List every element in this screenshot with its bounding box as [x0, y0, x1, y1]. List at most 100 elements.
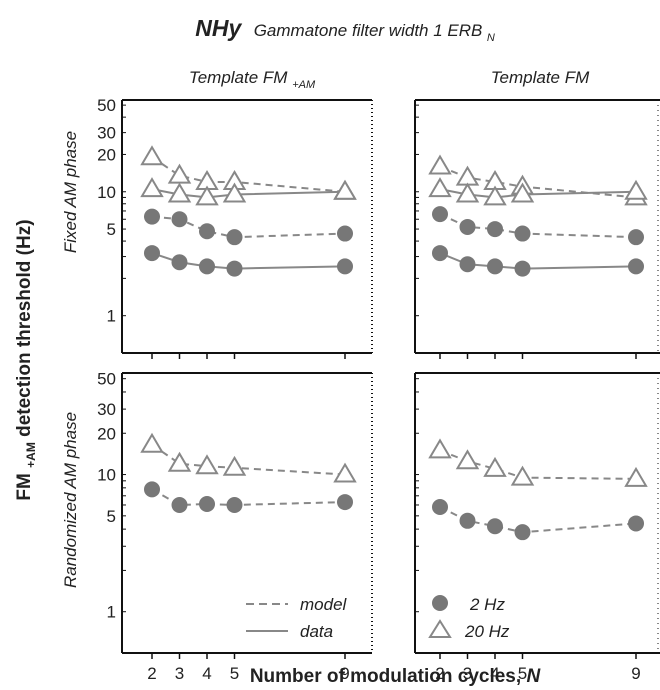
data-point-triangle	[140, 177, 164, 198]
col-title-left-sub: +AM	[292, 79, 316, 91]
data-point-circle	[514, 225, 531, 242]
data-point-circle	[144, 245, 160, 262]
data-point-triangle	[167, 451, 192, 472]
data-point-circle	[144, 481, 160, 498]
legend-20hz-label: 20 Hz	[464, 622, 510, 641]
series-line	[439, 506, 637, 534]
col-title-left: Template FM +AM	[189, 68, 316, 91]
data-point-triangle	[510, 182, 535, 203]
data-point-triangle	[624, 179, 648, 200]
data-point-circle	[487, 258, 503, 275]
y-tick-label: 50	[97, 370, 116, 389]
data-point-circle	[171, 254, 188, 271]
series-line	[151, 215, 346, 239]
panel-top-left: 1 5 10 20 30 50	[97, 96, 373, 359]
data-point-circle	[459, 218, 476, 235]
data-point-circle	[199, 223, 215, 240]
y-tick-label: 30	[97, 400, 116, 419]
legend-markers: 2 Hz 20 Hz	[428, 595, 510, 641]
y-axis-label-sub: +AM	[24, 442, 38, 468]
y-axis-label: FM +AM detection threshold (Hz)	[14, 219, 40, 500]
data-point-circle	[628, 515, 644, 532]
x-tick-label: 5	[230, 664, 239, 683]
legend-2hz-marker	[432, 595, 448, 611]
data-point-circle	[337, 494, 353, 511]
y-tick-label: 30	[97, 124, 116, 143]
data-point-circle	[432, 206, 448, 223]
y-tick-label: 1	[107, 307, 116, 326]
data-point-triangle	[140, 145, 164, 166]
data-point-triangle	[167, 182, 192, 203]
data-point-triangle	[483, 185, 507, 206]
data-point-triangle	[428, 438, 452, 459]
x-axis-label-base: Number of modulation cycles,	[250, 666, 527, 687]
data-point-triangle	[333, 179, 357, 200]
data-point-triangle	[167, 163, 192, 184]
x-axis-label-var: N	[526, 666, 541, 687]
series-line	[439, 165, 637, 199]
y-tick-label: 20	[97, 424, 116, 443]
row-title-bottom: Randomized AM phase	[61, 412, 80, 588]
data-point-circle	[226, 496, 243, 513]
data-point-circle	[171, 211, 188, 228]
data-point-circle	[459, 512, 476, 529]
y-tick-label: 1	[107, 603, 116, 622]
data-point-triangle	[195, 454, 219, 475]
data-point-triangle	[140, 432, 164, 453]
x-tick-label: 9	[631, 664, 640, 683]
x-tick-label: 4	[202, 664, 211, 683]
data-point-circle	[628, 229, 644, 246]
data-point-triangle	[624, 466, 648, 487]
series-line	[151, 488, 346, 506]
data-point-triangle	[483, 456, 507, 477]
legend-data-label: data	[300, 622, 333, 641]
data-point-circle	[459, 256, 476, 273]
series-line	[439, 213, 637, 239]
legend-model-label: model	[300, 595, 348, 614]
data-point-circle	[514, 524, 531, 541]
data-point-circle	[199, 258, 215, 275]
data-point-circle	[514, 260, 531, 277]
data-point-triangle	[222, 455, 247, 476]
x-tick-label: 4	[490, 664, 499, 683]
legend-lines: model data	[246, 595, 348, 641]
data-point-triangle	[455, 182, 480, 203]
y-tick-label: 10	[97, 183, 116, 202]
x-tick-label: 5	[518, 664, 527, 683]
x-tick-label: 3	[463, 664, 472, 683]
data-point-circle	[171, 496, 188, 513]
data-point-triangle	[455, 449, 480, 470]
data-point-triangle	[222, 182, 247, 203]
data-point-triangle	[428, 177, 452, 198]
data-point-circle	[487, 221, 503, 238]
data-point-triangle	[428, 154, 452, 175]
x-tick-label: 2	[435, 664, 444, 683]
y-tick-label: 10	[97, 466, 116, 485]
y-tick-label: 20	[97, 145, 116, 164]
data-point-triangle	[333, 462, 357, 483]
figure-title: NHy Gammatone filter width 1 ERB N	[195, 15, 495, 44]
x-tick-label: 9	[340, 664, 349, 683]
data-point-circle	[226, 229, 243, 246]
data-point-circle	[144, 208, 160, 225]
y-axis-label-base: FM	[14, 473, 35, 500]
figure-title-main: NHy	[195, 15, 242, 41]
data-point-circle	[432, 498, 448, 515]
y-tick-label: 5	[107, 507, 116, 526]
data-point-triangle	[455, 165, 480, 186]
x-tick-label: 3	[175, 664, 184, 683]
col-title-right: Template FM	[491, 68, 590, 87]
series-line	[439, 449, 637, 480]
col-title-left-base: Template FM	[189, 68, 288, 87]
data-point-circle	[226, 260, 243, 277]
col-title-right-base: Template FM	[491, 68, 590, 87]
y-tick-label: 50	[97, 96, 116, 115]
data-point-circle	[337, 258, 353, 275]
data-point-circle	[199, 495, 215, 512]
data-point-circle	[628, 258, 644, 275]
data-point-triangle	[195, 185, 219, 206]
legend-20hz-marker	[428, 619, 452, 638]
